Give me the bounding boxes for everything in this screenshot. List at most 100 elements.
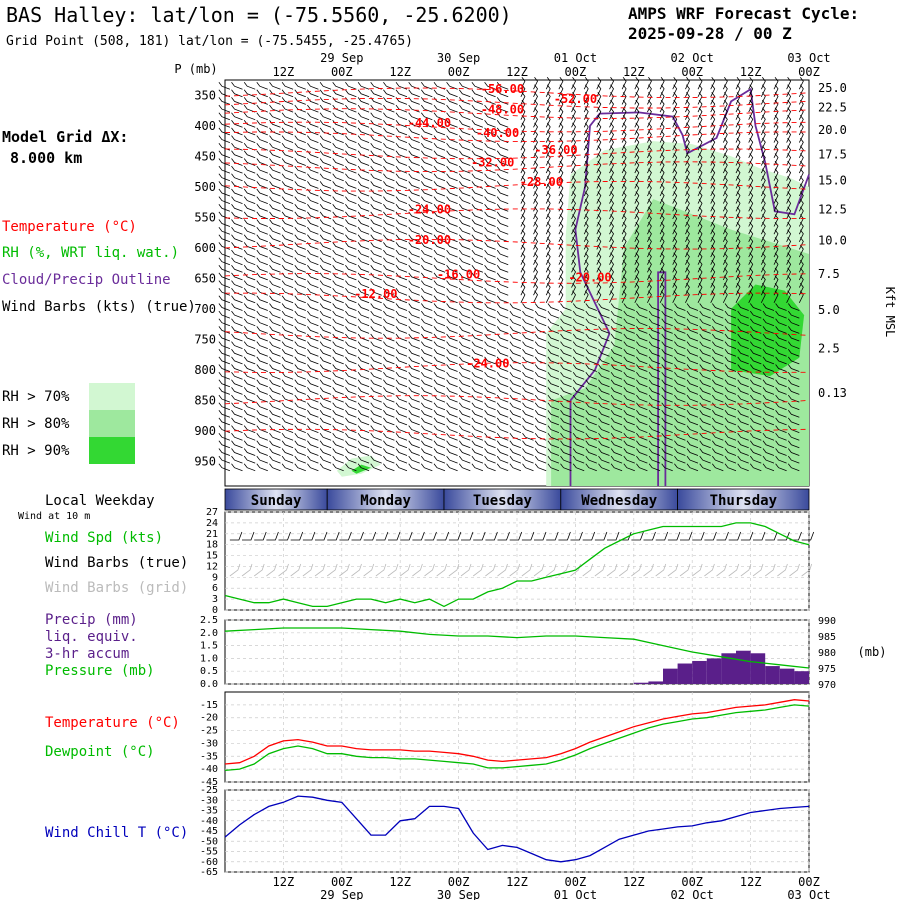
wind-barb <box>659 122 665 136</box>
wind-barb <box>623 432 635 441</box>
wind-barb <box>609 84 614 97</box>
wind-barb <box>572 341 585 349</box>
wind-barb <box>370 402 382 411</box>
wind-barb <box>545 176 551 189</box>
wind-barb <box>775 394 787 403</box>
wind-barb <box>522 425 534 433</box>
wind-barb <box>370 379 382 388</box>
wind-barb <box>231 135 243 143</box>
wind-barb <box>685 176 690 189</box>
wind-barb <box>433 303 446 311</box>
wind-barb <box>446 97 458 105</box>
wind-barb <box>534 387 547 395</box>
wind-barb <box>596 252 602 265</box>
wind-barb <box>408 173 420 182</box>
wind-barb <box>269 226 281 235</box>
wind-barb <box>496 196 509 204</box>
wind-barb <box>370 158 382 166</box>
precip-bar <box>663 668 678 684</box>
wind-barb <box>647 267 652 281</box>
wind-barb <box>583 275 589 288</box>
wind-barb <box>598 310 610 319</box>
wind-barb <box>749 432 762 441</box>
wind-barb <box>496 204 509 212</box>
wind-barb <box>458 257 471 266</box>
wind-barb <box>737 326 749 334</box>
wind-barb <box>520 84 526 97</box>
wind-barb <box>395 165 408 174</box>
top-hour-label: 12Z <box>740 65 762 79</box>
wind-barb <box>332 310 344 319</box>
wind-barb <box>332 295 344 304</box>
wind-barb <box>737 387 749 395</box>
wind-barb <box>634 168 640 181</box>
wind-barb <box>307 371 319 380</box>
wind-barb <box>735 153 741 166</box>
wind-barb <box>762 333 775 342</box>
wind-barb <box>699 310 711 319</box>
wind-barb <box>332 135 344 143</box>
wind-barb <box>458 287 471 296</box>
wind-barb <box>647 290 652 303</box>
top-hour-label: 00Z <box>331 65 353 79</box>
wind-barb <box>471 432 484 441</box>
wind-barb <box>294 242 306 250</box>
wind-barb <box>749 333 762 342</box>
wind-barb <box>243 318 256 327</box>
wind-barb <box>711 318 724 327</box>
wind-barb <box>636 394 648 403</box>
wind-barb <box>408 432 420 441</box>
wind-barb <box>319 127 332 136</box>
wind-barb <box>408 234 420 243</box>
wind-barb <box>661 326 673 334</box>
wind-barb <box>243 120 256 128</box>
wind-barb <box>558 267 564 281</box>
wind-barb <box>674 455 686 464</box>
grid-wind-barb <box>387 563 399 577</box>
wind-barb <box>332 333 344 342</box>
wind-barb <box>596 92 602 105</box>
wind-barb <box>319 135 332 143</box>
wind-barb <box>395 356 408 365</box>
wind-barb <box>735 168 741 181</box>
wind-barb <box>256 181 268 189</box>
wind-barb <box>760 168 766 181</box>
wind-barb <box>281 257 294 266</box>
grid-wind-barb <box>704 563 715 577</box>
wind-barb <box>395 371 408 380</box>
wind-barb <box>332 204 344 212</box>
wind-barb <box>786 229 792 242</box>
wind-barb <box>686 417 699 426</box>
isotherm-line <box>224 131 810 143</box>
wind-barb <box>332 127 344 136</box>
wind-barb <box>636 379 648 388</box>
wind-barb <box>408 463 420 472</box>
height-tick-label: 0.13 <box>818 386 847 400</box>
wind-barb <box>623 341 635 349</box>
bottom-hour-label: 12Z <box>273 875 295 889</box>
wind-barb <box>710 168 716 181</box>
wind-barb <box>370 455 382 464</box>
wind-barb <box>319 356 332 365</box>
precip-tick-label: 0.5 <box>200 666 218 677</box>
grid-wind-barb <box>764 563 776 577</box>
grid-wind-barb <box>801 563 813 577</box>
wind-barb <box>446 204 458 212</box>
wind-barb <box>231 287 243 296</box>
wind-barb <box>697 99 703 113</box>
wind-barb <box>319 219 332 227</box>
wind-barb <box>520 282 526 296</box>
isotherm-line <box>224 362 810 373</box>
wind-barb <box>509 318 522 327</box>
wind-barb <box>659 244 665 258</box>
wind-barb <box>484 204 496 212</box>
wind-barb <box>256 333 268 342</box>
wind-barb <box>256 204 268 212</box>
wind-barb <box>509 341 522 349</box>
grid-wind-barb <box>716 563 727 577</box>
wind-barb <box>294 295 306 304</box>
true-wind-barb <box>375 531 389 541</box>
wind-barb <box>735 282 741 296</box>
wind-barb <box>798 153 804 166</box>
wind-barb <box>357 127 370 136</box>
